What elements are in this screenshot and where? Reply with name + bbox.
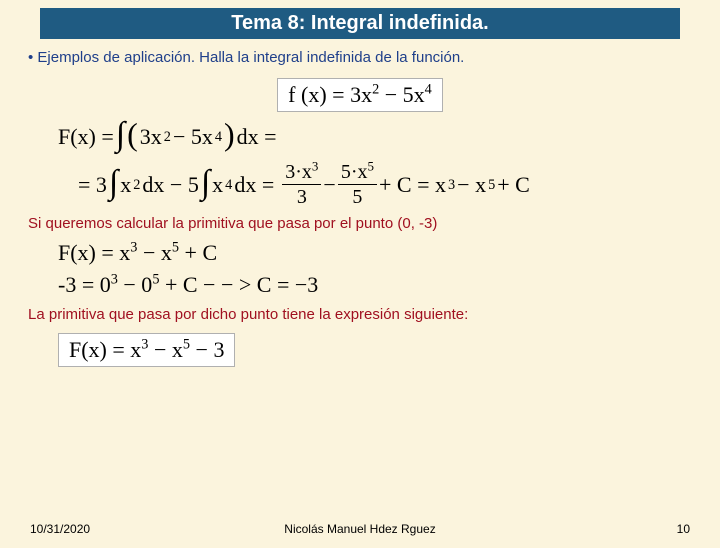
equation-primitive-general: F(x) = x3 − x5 + C (58, 240, 692, 266)
title-rest: 8: Integral indefinida. (282, 12, 489, 34)
equation-Fx-integral: F(x) = ∫ ( 3x2 − 5x4 ) dx = (58, 118, 692, 156)
title-tema: Tema (231, 12, 282, 34)
slide-content: • Ejemplos de aplicación. Halla la integ… (0, 39, 720, 367)
equation-solve-C: -3 = 03 − 05 + C − − > C = −3 (58, 272, 692, 298)
equation-fx: f (x) = 3x2 − 5x4 (28, 78, 692, 112)
integral-icon: ∫ (116, 116, 125, 154)
fraction-2: 5·x5 5 (338, 162, 377, 207)
footer-author: Nicolás Manuel Hdez Rguez (284, 522, 435, 536)
bullet-text: • Ejemplos de aplicación. Halla la integ… (28, 49, 692, 66)
slide-footer: 10/31/2020 Nicolás Manuel Hdez Rguez 10 (0, 522, 720, 536)
integral-icon: ∫ (109, 164, 118, 202)
eq2-lhs: F(x) = (58, 124, 114, 150)
footer-page: 10 (677, 522, 690, 536)
integral-icon: ∫ (201, 164, 210, 202)
footer-date: 10/31/2020 (30, 522, 90, 536)
equation-final: F(x) = x3 − x5 − 3 (58, 333, 692, 367)
note-primitive-point: Si queremos calcular la primitiva que pa… (28, 215, 692, 232)
eq1-rhs: 3x (350, 82, 372, 107)
fraction-1: 3·x3 3 (282, 162, 321, 207)
title-bar: Tema 8: Integral indefinida. (40, 8, 680, 39)
eq1-lhs: f (x) (288, 82, 326, 107)
equation-expanded: = 3 ∫ x2 dx − 5 ∫ x4 dx = 3·x3 3 − 5·x5 … (78, 162, 692, 207)
note-final-expression: La primitiva que pasa por dicho punto ti… (28, 306, 692, 323)
